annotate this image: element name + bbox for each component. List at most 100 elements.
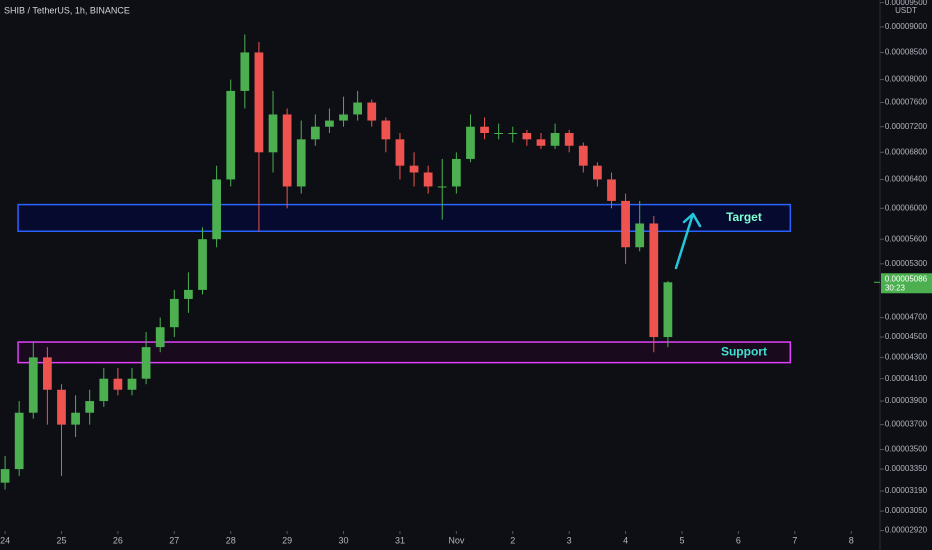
x-tick-label: 7	[792, 535, 797, 545]
candle-body	[310, 126, 320, 140]
y-tick-label: 0.00004700	[885, 313, 928, 322]
candle-body	[240, 52, 250, 91]
candle-body	[14, 412, 24, 470]
candle-body	[325, 120, 334, 127]
x-tick-label: 26	[113, 535, 123, 545]
candle-body	[57, 389, 66, 425]
x-tick-label: 24	[0, 535, 10, 545]
last-price-tag	[881, 273, 932, 294]
y-tick-label: 0.00003050	[885, 506, 928, 515]
candle-body	[254, 52, 264, 153]
candle-body	[621, 200, 630, 248]
candle-body	[339, 114, 348, 121]
candle-body	[113, 378, 123, 390]
x-tick-label: 25	[56, 535, 66, 545]
y-tick-label: 0.00002920	[885, 526, 928, 535]
y-tick-label: 0.00008000	[885, 75, 928, 84]
y-tick-label: 0.00004500	[885, 332, 928, 341]
candle-body	[536, 139, 546, 146]
candle-body	[564, 132, 574, 146]
candle-body	[212, 179, 221, 240]
x-tick-label: 31	[395, 535, 405, 545]
y-tick-label: 0.00004100	[885, 374, 928, 383]
chart-title: SHIB / TetherUS, 1h, BINANCE	[4, 5, 130, 15]
candle-body	[141, 347, 151, 379]
candle-body	[578, 145, 588, 166]
candle-body	[282, 114, 292, 187]
arrow	[674, 212, 702, 270]
candles	[0, 34, 673, 490]
y-unit: USDT	[895, 6, 917, 15]
candle-body	[423, 172, 433, 187]
y-tick-label: 0.00006400	[885, 175, 928, 184]
candle-body	[127, 378, 137, 390]
candle-body	[663, 282, 673, 338]
candle-body	[437, 186, 447, 188]
y-tick-label: 0.00006800	[885, 147, 928, 156]
candle-body	[593, 165, 602, 180]
candle-body	[268, 114, 278, 153]
zone	[17, 203, 792, 233]
candle-body	[494, 132, 504, 134]
zone	[17, 341, 792, 364]
candle-body	[0, 469, 10, 483]
candle-body	[522, 132, 532, 140]
x-tick-label: 5	[679, 535, 684, 545]
x-tick-label: 29	[282, 535, 292, 545]
countdown: 30:23	[885, 283, 906, 292]
x-tick-label: 27	[169, 535, 179, 545]
candle-body	[409, 165, 419, 173]
x-tick-label: 3	[567, 535, 572, 545]
y-tick-label: 0.00003900	[885, 396, 928, 405]
x-tick-label: Nov	[448, 535, 465, 545]
candle-body	[367, 102, 377, 121]
zone-label: Support	[721, 345, 767, 359]
x-tick-label: 4	[623, 535, 628, 545]
x-tick-label: 8	[849, 535, 854, 545]
candle-body	[550, 132, 560, 146]
y-tick-label: 0.00008500	[885, 48, 928, 57]
x-tick-label: 2	[510, 535, 515, 545]
candle-body	[71, 412, 80, 425]
y-tick-label: 0.00005600	[885, 234, 928, 243]
candle-body	[466, 126, 475, 159]
y-tick-label: 0.00005300	[885, 259, 928, 268]
zone-label: Target	[726, 210, 762, 224]
y-tick-label: 0.00003190	[885, 486, 928, 495]
zones: Target Support	[17, 203, 792, 364]
candle-body	[607, 179, 616, 201]
y-tick-label: 0.00007600	[885, 98, 928, 107]
y-tick-label: 0.00007200	[885, 122, 928, 131]
candle-body	[169, 298, 179, 328]
candle-body	[635, 223, 645, 248]
candle-body	[508, 132, 518, 134]
candle-body	[85, 401, 95, 413]
candle-body	[43, 357, 52, 390]
candle-body	[99, 378, 109, 402]
candle-body	[184, 289, 193, 299]
candle-body	[226, 90, 236, 180]
candle-body	[451, 158, 461, 187]
x-tick-label: 6	[736, 535, 741, 545]
y-tick-label: 0.00003350	[885, 464, 928, 473]
x-tick-label: 30	[339, 535, 349, 545]
y-tick-label: 0.00009500	[885, 0, 928, 7]
candle-body	[28, 357, 38, 413]
candle-body	[198, 239, 207, 290]
candle-body	[395, 139, 405, 166]
x-tick-label: 28	[226, 535, 236, 545]
y-tick-label: 0.00004300	[885, 352, 928, 361]
candle-body	[353, 102, 363, 115]
candle-body	[381, 120, 391, 140]
y-tick-label: 0.00006000	[885, 203, 928, 212]
candle-body	[649, 223, 659, 338]
y-tick-label: 0.00003700	[885, 420, 928, 429]
candle-body	[155, 327, 165, 348]
candle-body	[296, 139, 306, 187]
y-tick-label: 0.00009000	[885, 22, 928, 31]
last-price-label: 0.00005086	[885, 274, 928, 283]
candle-body	[480, 126, 489, 133]
